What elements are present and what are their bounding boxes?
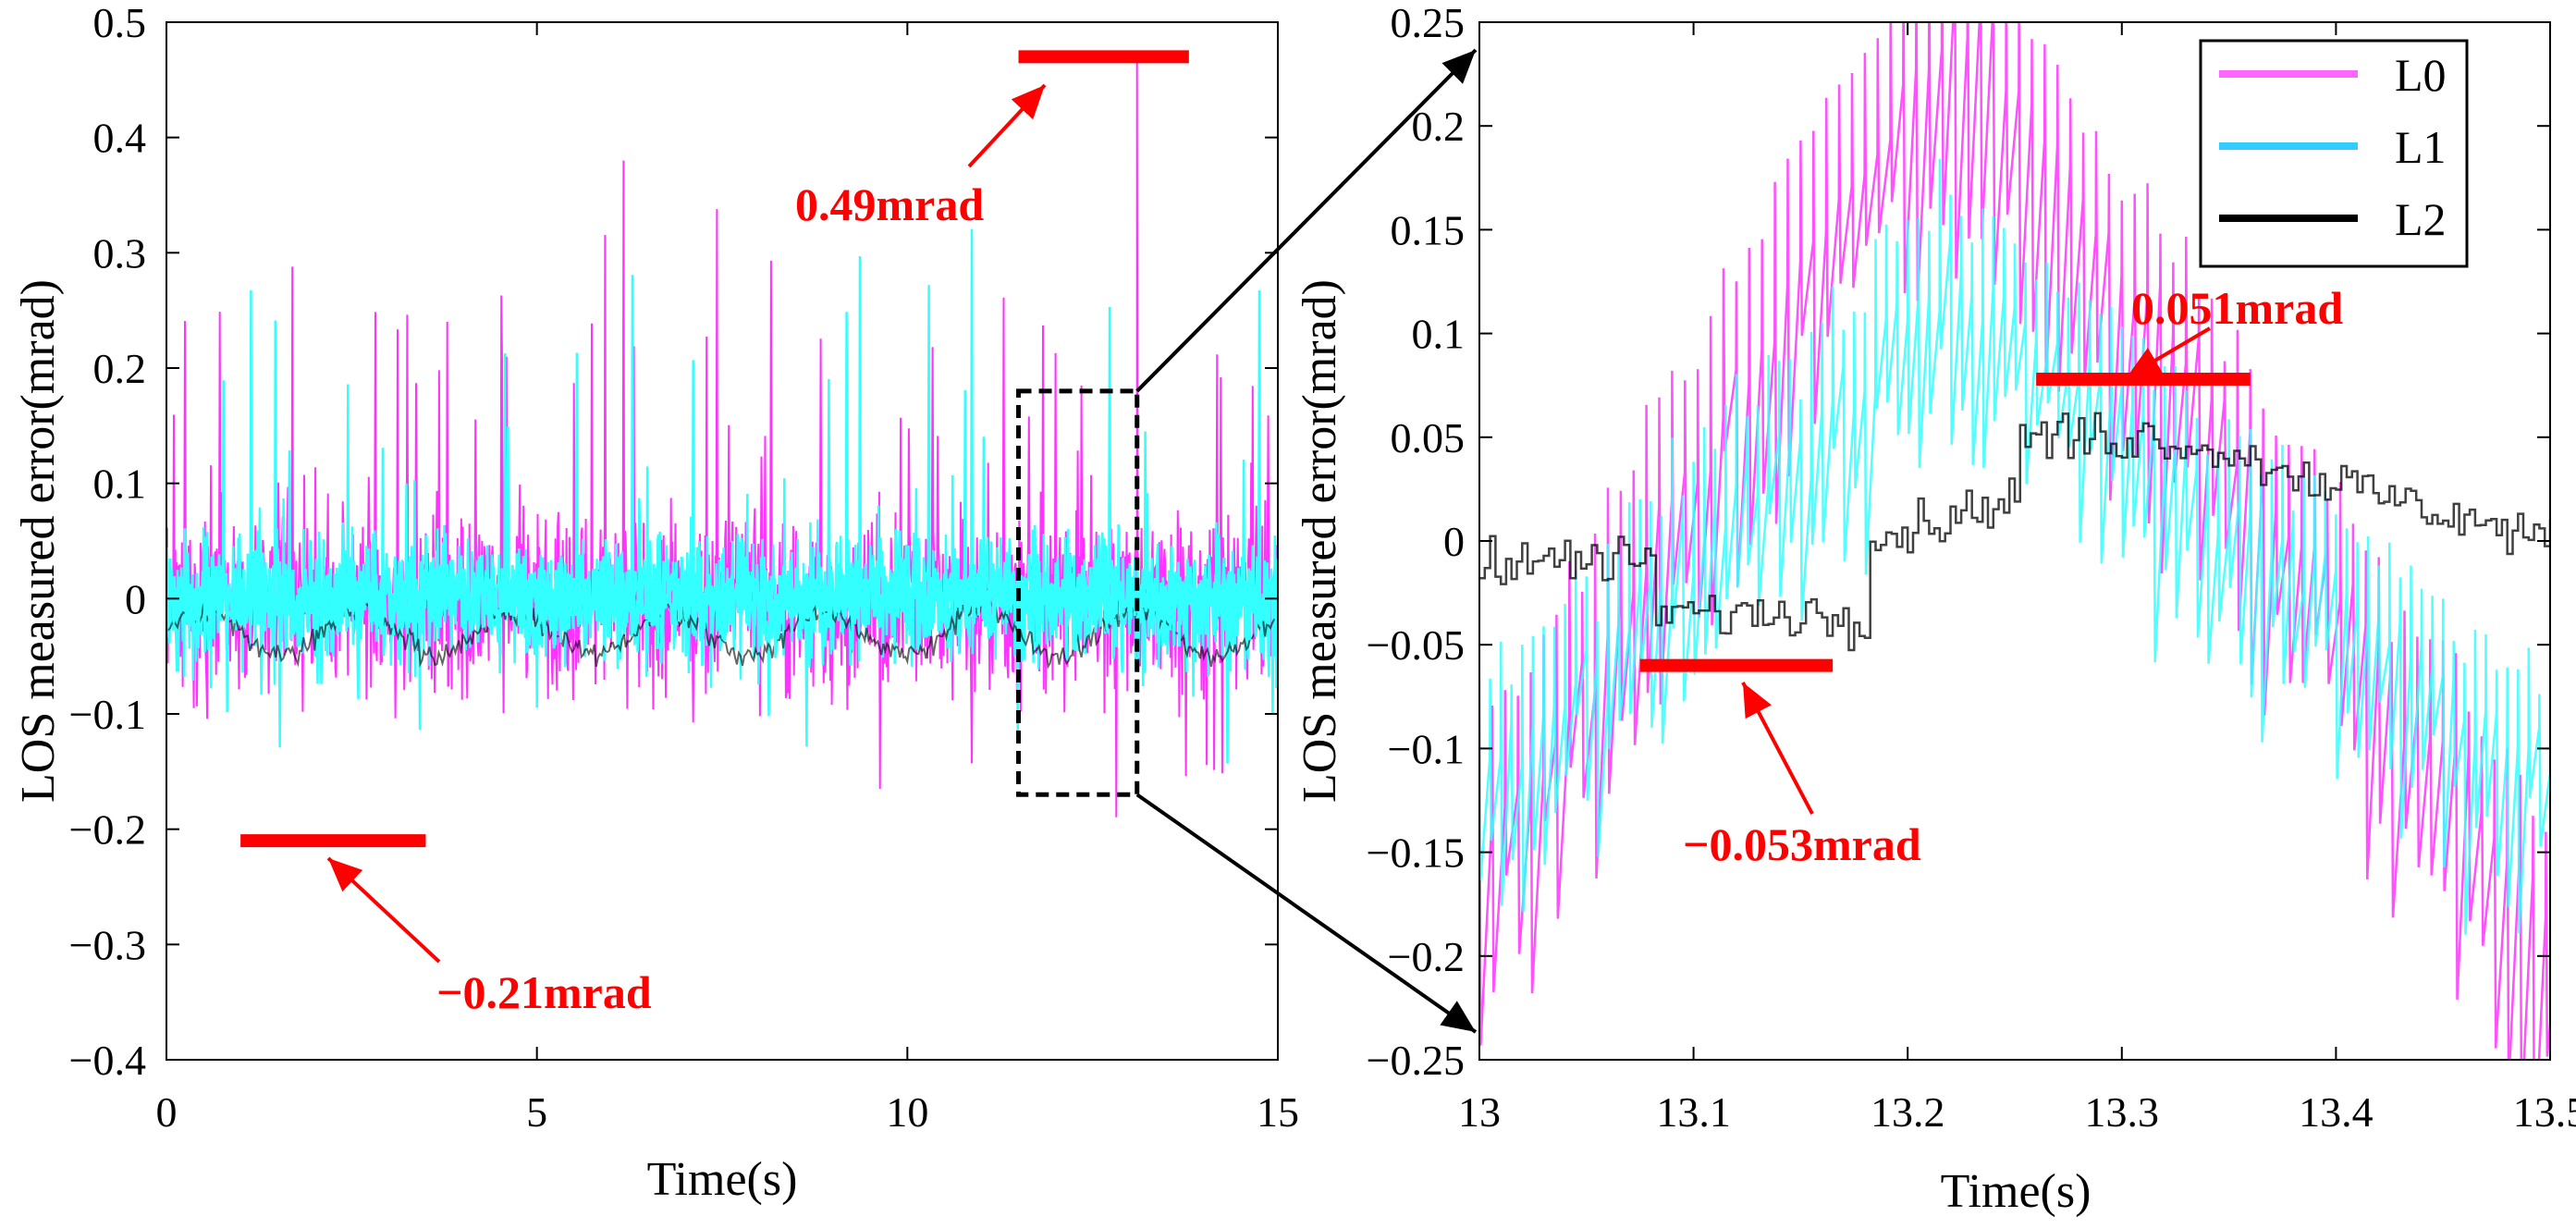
right-ytick-label: 0 <box>1443 518 1465 565</box>
left-ytick-label: 0.4 <box>93 115 147 162</box>
zoom-connector-top <box>1135 48 1478 393</box>
zoom-box <box>1016 388 1140 797</box>
legend-label-L2: L2 <box>2395 193 2447 245</box>
right-anno-min-arrow <box>1741 682 1814 815</box>
left-xtick-label: 10 <box>886 1088 928 1136</box>
left-panel: 0 5 10 15 −0.4 −0.3 −0.2 −0.1 0 0.1 0.2 0.3 0.4 0.5 T… <box>12 0 1299 1206</box>
left-ytick-label: 0 <box>125 575 146 622</box>
legend-box <box>2199 39 2469 268</box>
legend-label-L0: L0 <box>2395 49 2447 101</box>
right-xtick-label: 13.4 <box>2299 1088 2374 1136</box>
right-ytick-label: 0.1 <box>1412 311 1466 358</box>
left-anno-max-arrow <box>967 83 1047 168</box>
left-xtick-label: 0 <box>156 1088 178 1136</box>
left-series-L1-band <box>166 539 1278 658</box>
right-anno-max-label: 0.051mrad <box>2131 282 2343 334</box>
right-ytick-label: 0.05 <box>1391 414 1466 461</box>
right-xtick-label: 13 <box>1458 1088 1501 1136</box>
right-ytick-label: 0.2 <box>1412 103 1466 150</box>
left-ytick-label: −0.2 <box>69 806 146 854</box>
left-ytick-label: 0.1 <box>93 461 147 508</box>
left-anno-min-arrow <box>326 856 441 964</box>
left-plot-frame <box>166 21 1279 1061</box>
right-ytick-label: −0.1 <box>1388 725 1465 772</box>
left-ytick-label: 0.2 <box>93 345 147 392</box>
right-xtick-label: 13.5 <box>2513 1088 2576 1136</box>
right-anno-max-arrow <box>2125 326 2212 379</box>
legend: L0 L1 L2 <box>2199 39 2469 268</box>
left-ytick-label: −0.4 <box>69 1037 146 1084</box>
right-ticks: 13 13.1 13.2 13.3 13.4 13.5 −0.25 −0.2 −0.15 −0.1… <box>1367 0 2576 1136</box>
zoom-connectors <box>1135 48 1478 1034</box>
right-xtick-label: 13.1 <box>1656 1088 1731 1136</box>
right-xtick-label: 13.3 <box>2085 1088 2160 1136</box>
right-y-axis-label: LOS measured error(mrad) <box>1294 279 1346 803</box>
right-xtick-label: 13.2 <box>1871 1088 1945 1136</box>
right-panel: 13 13.1 13.2 13.3 13.4 13.5 −0.25 −0.2 −0.15 −0.1… <box>1294 0 2576 1218</box>
right-x-axis-label: Time(s) <box>1941 1165 2091 1218</box>
left-ytick-label: −0.3 <box>69 921 146 968</box>
left-xtick-label: 15 <box>1257 1088 1299 1136</box>
left-y-axis-label: LOS measured error(mrad) <box>12 279 65 803</box>
left-ticks: 0 5 10 15 −0.4 −0.3 −0.2 −0.1 0 0.1 0.2 0.3 0.4 0.5 <box>69 0 1299 1136</box>
left-anno-min-label: −0.21mrad <box>436 966 652 1018</box>
right-ytick-label: 0.25 <box>1391 0 1466 46</box>
left-ytick-label: 0.3 <box>93 229 147 277</box>
right-ytick-label: 0.15 <box>1391 206 1466 253</box>
left-series-L1 <box>166 228 1278 764</box>
right-series-group <box>1479 22 2550 1060</box>
left-ytick-label: 0.5 <box>93 0 147 46</box>
right-annotations: 0.051mrad −0.053mrad <box>1639 282 2343 870</box>
right-ytick-label: −0.15 <box>1367 830 1465 877</box>
right-ytick-label: −0.2 <box>1388 933 1465 980</box>
legend-label-L1: L1 <box>2395 121 2447 173</box>
left-xtick-label: 5 <box>526 1088 547 1136</box>
right-ytick-label: −0.05 <box>1367 621 1465 669</box>
right-series-L1 <box>1479 158 2550 935</box>
right-anno-min-label: −0.053mrad <box>1683 818 1921 870</box>
right-series-L2 <box>1479 412 2550 652</box>
left-anno-max-label: 0.49mrad <box>795 178 984 230</box>
left-series-group <box>166 56 1278 817</box>
right-ytick-label: −0.25 <box>1367 1037 1465 1084</box>
zoom-connector-bottom <box>1135 793 1478 1034</box>
left-x-axis-label: Time(s) <box>647 1153 798 1206</box>
left-annotations: 0.49mrad −0.21mrad <box>240 50 1189 1018</box>
left-ytick-label: −0.1 <box>69 691 146 738</box>
